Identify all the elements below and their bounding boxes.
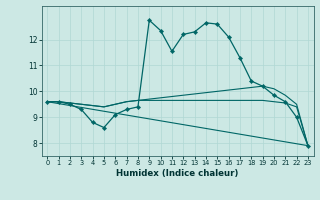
X-axis label: Humidex (Indice chaleur): Humidex (Indice chaleur)	[116, 169, 239, 178]
